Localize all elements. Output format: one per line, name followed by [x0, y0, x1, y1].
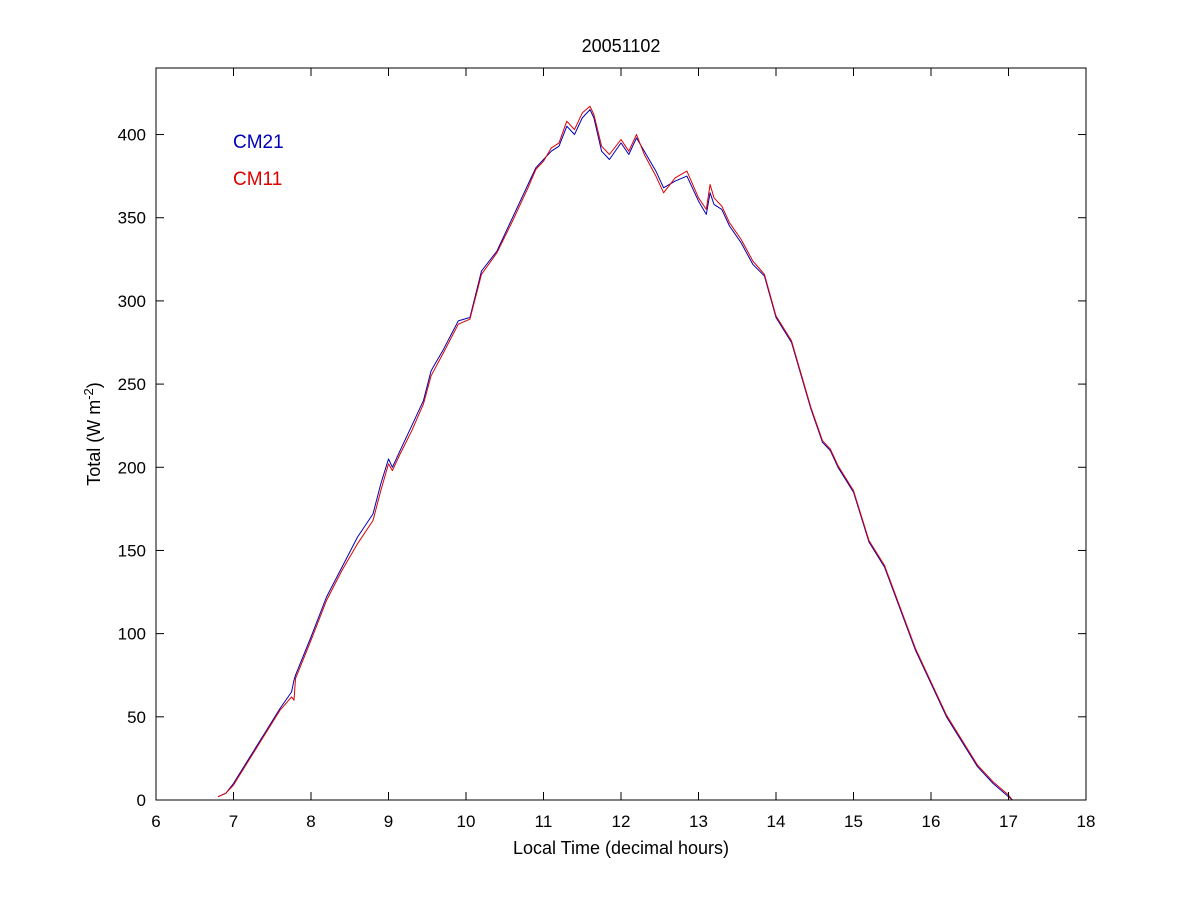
y-axis-label-close: ) [84, 382, 104, 388]
y-tick-label: 350 [118, 209, 146, 228]
y-tick-label: 100 [118, 625, 146, 644]
x-tick-label: 6 [151, 812, 160, 831]
y-axis-label-main: Total (W m [84, 400, 104, 486]
x-tick-label: 17 [999, 812, 1018, 831]
x-tick-label: 15 [844, 812, 863, 831]
y-tick-label: 300 [118, 292, 146, 311]
x-tick-label: 14 [767, 812, 786, 831]
legend-entry-cm21: CM21 [233, 132, 284, 153]
plot-area [156, 68, 1086, 800]
x-ticks: 6 7 8 9 10 11 12 13 14 15 16 17 18 [151, 68, 1095, 831]
y-tick-label: 150 [118, 541, 146, 560]
x-tick-label: 12 [612, 812, 631, 831]
series-line-cm11 [217, 105, 1013, 801]
x-tick-label: 8 [306, 812, 315, 831]
x-tick-label: 9 [384, 812, 393, 831]
legend: CM21 CM11 [233, 132, 284, 190]
y-tick-label: 0 [137, 791, 146, 810]
y-tick-label: 200 [118, 458, 146, 477]
y-tick-label: 50 [127, 708, 146, 727]
legend-entry-cm11: CM11 [233, 169, 282, 190]
x-tick-label: 10 [457, 812, 476, 831]
x-tick-label: 7 [229, 812, 238, 831]
series-layer [217, 105, 1013, 801]
chart-title: 20051102 [582, 36, 661, 56]
y-tick-label: 250 [118, 375, 146, 394]
y-axis-label: Total (W m-2) [81, 382, 104, 486]
x-tick-label: 13 [689, 812, 708, 831]
y-axis-label-superscript: -2 [81, 388, 96, 400]
series-line-cm21 [217, 109, 1013, 801]
x-tick-label: 16 [922, 812, 941, 831]
y-tick-label: 400 [118, 126, 146, 145]
x-axis-label: Local Time (decimal hours) [513, 838, 729, 858]
x-tick-label: 18 [1077, 812, 1096, 831]
y-ticks: 0 50 100 150 200 250 300 350 400 [118, 126, 1086, 810]
x-tick-label: 11 [535, 812, 553, 831]
